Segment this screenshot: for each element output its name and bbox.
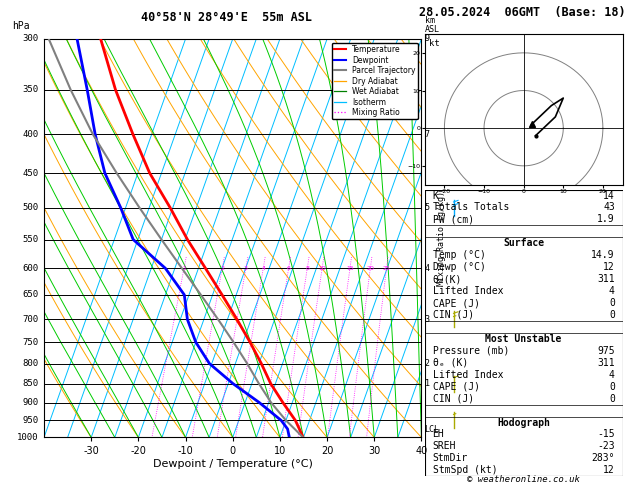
Text: K: K (433, 191, 438, 201)
Text: 1: 1 (425, 379, 430, 388)
Text: θₑ(K): θₑ(K) (433, 274, 462, 284)
Text: 283°: 283° (591, 453, 615, 463)
Text: 10: 10 (318, 266, 326, 271)
Text: 400: 400 (22, 130, 38, 139)
Text: 9: 9 (425, 35, 430, 43)
Text: 3: 3 (425, 315, 430, 324)
Text: 1.9: 1.9 (597, 214, 615, 225)
Text: CAPE (J): CAPE (J) (433, 298, 479, 308)
Text: CIN (J): CIN (J) (433, 394, 474, 403)
Text: 600: 600 (22, 264, 38, 273)
Text: 350: 350 (22, 86, 38, 94)
Text: 500: 500 (22, 204, 38, 212)
Text: StmSpd (kt): StmSpd (kt) (433, 465, 497, 475)
Text: 650: 650 (22, 290, 38, 299)
Text: Mixing Ratio (g/kg): Mixing Ratio (g/kg) (437, 191, 446, 286)
Text: 0: 0 (609, 298, 615, 308)
Text: 700: 700 (22, 315, 38, 324)
Text: LCL: LCL (425, 424, 440, 434)
Text: 0: 0 (609, 382, 615, 392)
Text: 5: 5 (425, 204, 430, 212)
Text: 4: 4 (261, 266, 265, 271)
Text: km
ASL: km ASL (425, 16, 440, 34)
Text: 450: 450 (22, 169, 38, 177)
Text: Lifted Index: Lifted Index (433, 370, 503, 380)
Text: 0: 0 (609, 394, 615, 403)
Text: 15: 15 (346, 266, 354, 271)
Text: © weatheronline.co.uk: © weatheronline.co.uk (467, 474, 580, 484)
Text: Dewp (°C): Dewp (°C) (433, 262, 486, 272)
Text: 12: 12 (603, 465, 615, 475)
Text: 8: 8 (305, 266, 309, 271)
Text: θₑ (K): θₑ (K) (433, 358, 468, 368)
Text: Lifted Index: Lifted Index (433, 286, 503, 296)
Text: 975: 975 (597, 346, 615, 356)
Text: 850: 850 (22, 379, 38, 388)
Text: kt: kt (428, 38, 439, 48)
Text: Totals Totals: Totals Totals (433, 203, 509, 212)
Text: 311: 311 (597, 274, 615, 284)
Text: 1: 1 (182, 266, 186, 271)
Text: 0: 0 (609, 310, 615, 320)
Text: 950: 950 (22, 416, 38, 425)
Legend: Temperature, Dewpoint, Parcel Trajectory, Dry Adiabat, Wet Adiabat, Isotherm, Mi: Temperature, Dewpoint, Parcel Trajectory… (332, 43, 418, 120)
Text: 43: 43 (603, 203, 615, 212)
Text: 550: 550 (22, 235, 38, 244)
Text: 2: 2 (425, 359, 430, 368)
Text: -15: -15 (597, 430, 615, 439)
X-axis label: Dewpoint / Temperature (°C): Dewpoint / Temperature (°C) (153, 459, 313, 469)
Text: SREH: SREH (433, 441, 456, 451)
Text: CAPE (J): CAPE (J) (433, 382, 479, 392)
Text: 4: 4 (425, 264, 430, 273)
Text: 20: 20 (367, 266, 374, 271)
Text: Pressure (mb): Pressure (mb) (433, 346, 509, 356)
Text: PW (cm): PW (cm) (433, 214, 474, 225)
Text: 7: 7 (425, 130, 430, 139)
Text: 800: 800 (22, 359, 38, 368)
Text: 750: 750 (22, 338, 38, 347)
Text: 14.9: 14.9 (591, 250, 615, 260)
Text: hPa: hPa (13, 21, 30, 31)
Text: 300: 300 (22, 35, 38, 43)
Text: 1000: 1000 (17, 433, 38, 442)
Text: 6: 6 (287, 266, 291, 271)
Text: 12: 12 (603, 262, 615, 272)
Text: 900: 900 (22, 398, 38, 407)
Text: CIN (J): CIN (J) (433, 310, 474, 320)
Text: Surface: Surface (503, 238, 544, 248)
Text: 28.05.2024  06GMT  (Base: 18): 28.05.2024 06GMT (Base: 18) (419, 6, 625, 19)
Text: -23: -23 (597, 441, 615, 451)
Text: 25: 25 (382, 266, 391, 271)
Text: StmDir: StmDir (433, 453, 468, 463)
Text: 40°58'N 28°49'E  55m ASL: 40°58'N 28°49'E 55m ASL (141, 11, 312, 24)
Text: Temp (°C): Temp (°C) (433, 250, 486, 260)
Text: 14: 14 (603, 191, 615, 201)
Text: 4: 4 (609, 286, 615, 296)
Text: Hodograph: Hodograph (497, 417, 550, 428)
Text: 3: 3 (244, 266, 248, 271)
Text: 4: 4 (609, 370, 615, 380)
Text: Most Unstable: Most Unstable (486, 334, 562, 344)
Text: 311: 311 (597, 358, 615, 368)
Text: EH: EH (433, 430, 444, 439)
Text: 2: 2 (220, 266, 224, 271)
